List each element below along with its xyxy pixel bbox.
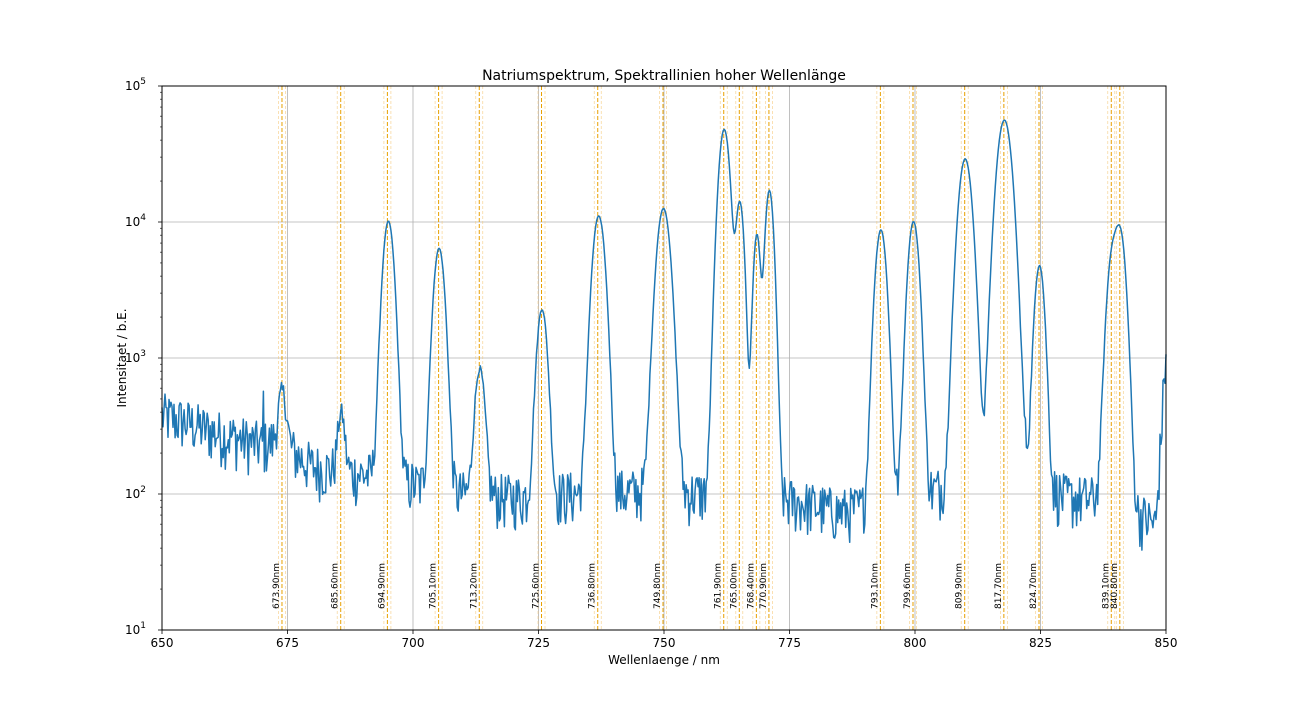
reference-line-label: 768.40nm [746, 563, 756, 609]
y-tick-exponent: 1 [140, 621, 146, 631]
x-tick-label: 800 [904, 636, 927, 650]
reference-line-label: 713.20nm [469, 563, 479, 609]
reference-line-label: 725.60nm [532, 563, 542, 609]
reference-line-label: 824.70nm [1029, 563, 1039, 609]
reference-line-label: 765.00nm [729, 563, 739, 609]
reference-line-label: 705.10nm [429, 563, 439, 609]
reference-lines: 673.90nm 685.60nm 694.90nm 705.10nm 713.20nm… [272, 86, 1124, 630]
y-tick-exponent: 2 [140, 485, 146, 495]
x-tick-label: 675 [276, 636, 299, 650]
spectrum-line [161, 119, 1167, 551]
reference-line-label: 673.90nm [272, 563, 282, 609]
y-tick-label: 104 [125, 213, 146, 229]
reference-line-label: 809.90nm [955, 563, 965, 609]
x-tick-label: 650 [151, 636, 174, 650]
reference-line-label: 761.90nm [714, 563, 724, 609]
reference-line-label: 793.10nm [870, 563, 880, 609]
reference-line-label: 799.60nm [903, 563, 913, 609]
x-tick-label: 700 [402, 636, 425, 650]
reference-line-label: 840.80nm [1110, 563, 1120, 609]
grid-layer [162, 86, 1166, 630]
x-tick-label: 850 [1155, 636, 1178, 650]
series-layer [161, 119, 1167, 551]
x-tick-label: 750 [653, 636, 676, 650]
reference-line-label: 770.90nm [759, 563, 769, 609]
reference-line-label: 694.90nm [377, 563, 387, 609]
reference-line-label: 839.10nm [1101, 563, 1111, 609]
reference-line-label: 749.80nm [653, 563, 663, 609]
y-tick-label: 105 [125, 77, 146, 93]
x-axis-label: Wellenlaenge / nm [608, 653, 720, 667]
x-tick-label: 825 [1029, 636, 1052, 650]
y-tick-label: 102 [125, 485, 146, 501]
y-tick-exponent: 3 [140, 349, 146, 359]
chart-title: Natriumspektrum, Spektrallinien hoher We… [482, 68, 846, 84]
x-tick-label: 775 [778, 636, 801, 650]
y-tick-label: 101 [125, 621, 146, 637]
x-tick-label: 725 [527, 636, 550, 650]
reference-line-label: 685.60nm [331, 563, 341, 609]
reference-line-label: 736.80nm [588, 563, 598, 609]
y-tick-exponent: 5 [140, 77, 146, 87]
reference-line-label: 817.70nm [994, 563, 1004, 609]
y-tick-exponent: 4 [140, 213, 146, 223]
y-axis-label: Intensitaet / b.E. [115, 308, 129, 407]
